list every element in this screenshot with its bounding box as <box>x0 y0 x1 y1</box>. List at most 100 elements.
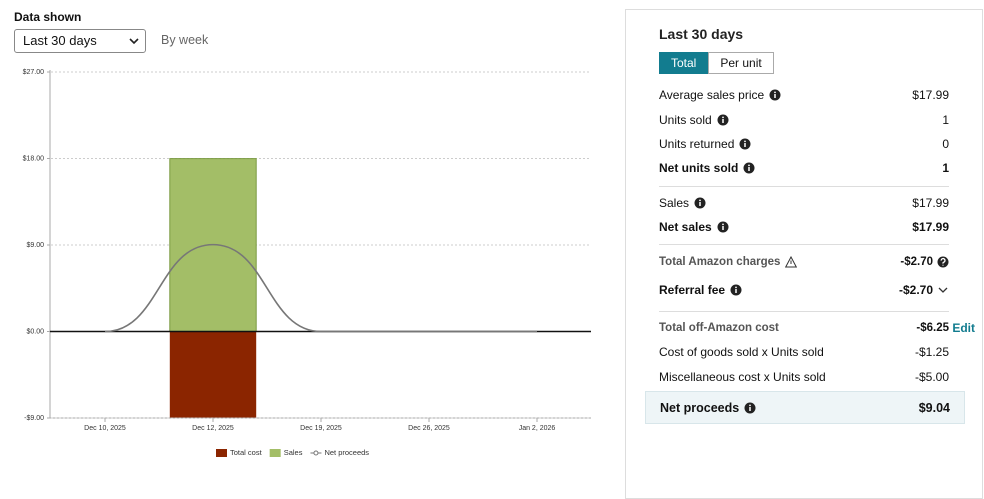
section: Total Amazon charges -$2.70 Referral fee -$… <box>659 244 949 310</box>
summary-panel: Last 30 days Total Per unit Average sales… <box>625 9 983 499</box>
row-label-wrap: Referral fee <box>659 283 742 297</box>
row-value: -$5.00 <box>914 369 949 384</box>
row-value: 1 <box>942 161 949 176</box>
y-tick-label: -$9.00 <box>24 415 44 422</box>
row-value-wrap: -$2.70 <box>899 283 949 297</box>
select-text: Last 30 days <box>23 33 97 48</box>
y-tick-label: $9.00 <box>26 242 44 249</box>
info-icon[interactable] <box>769 89 781 101</box>
info-icon[interactable] <box>694 197 706 209</box>
row-label: Units sold <box>659 112 712 127</box>
range-select[interactable]: Last 30 days <box>14 29 146 53</box>
info-icon[interactable] <box>717 114 729 126</box>
chevron-icon[interactable] <box>937 284 949 296</box>
legend-swatch <box>269 449 281 457</box>
tabs: Total Per unit <box>659 52 949 74</box>
row-value: 0 <box>942 136 949 151</box>
panel-title: Last 30 days <box>659 26 744 42</box>
row-value-wrap: -$6.25 <box>916 322 949 334</box>
net-proceeds: Net proceeds $9.04 <box>645 391 965 424</box>
legend-label: Sales <box>284 448 303 457</box>
row-label-wrap: Units returned <box>659 137 751 151</box>
row-label: Total Amazon charges <box>659 255 781 268</box>
row-label-wrap: Cost of goods sold x Units sold <box>659 345 824 359</box>
icon-dot <box>774 91 777 94</box>
section: Average sales price $17.99 Units sold 1 Unit… <box>659 79 949 186</box>
tab[interactable]: Total <box>659 52 709 74</box>
icon-dot <box>749 404 752 406</box>
tab[interactable]: Per unit <box>708 52 774 74</box>
warning-icon[interactable] <box>785 255 798 268</box>
row: Total off-Amazon cost -$6.25 Edit <box>659 316 975 340</box>
period-text: By week <box>161 33 209 47</box>
row-label: Units returned <box>659 136 735 151</box>
legend-dot <box>313 450 319 456</box>
icon-chev <box>938 287 948 293</box>
edit-link[interactable]: Edit <box>952 320 975 335</box>
row-value-wrap: 1 <box>942 113 949 127</box>
section: Total off-Amazon cost -$6.25 Edit Cost of g… <box>659 310 975 394</box>
net-label: Net proceeds <box>660 400 740 415</box>
row: Total Amazon charges -$2.70 <box>659 249 949 273</box>
row-value-wrap: $17.99 <box>912 196 949 210</box>
line <box>104 243 537 333</box>
section: Sales $17.99 Net sales $17.99 <box>659 185 949 245</box>
info-icon[interactable] <box>717 221 729 233</box>
row: Cost of goods sold x Units sold -$1.25 <box>659 340 949 364</box>
x-tick-label: Dec 12, 2025 <box>192 425 234 432</box>
row-label-wrap: Net sales <box>659 220 729 234</box>
row: Net sales $17.99 <box>659 215 949 239</box>
x-tick-label: Jan 2, 2026 <box>519 425 556 432</box>
chart: -$9.00 $0.00 $9.00 $18.00 $27.00 Dec 10, 2025… <box>23 69 591 457</box>
row-label-wrap: Net units sold <box>659 161 755 175</box>
row-label-wrap: Sales <box>659 196 706 210</box>
legend-swatch <box>216 449 227 457</box>
row-value: $17.99 <box>912 220 949 235</box>
bar <box>169 331 257 418</box>
row-value-wrap: $17.99 <box>912 88 949 102</box>
help-icon[interactable] <box>937 256 949 268</box>
controls-label: Data shown <box>14 10 82 24</box>
info-icon[interactable] <box>743 162 755 174</box>
row-value-wrap: -$1.25 <box>915 345 949 359</box>
row: Net units sold 1 <box>659 156 949 180</box>
row-label: Average sales price <box>659 88 765 103</box>
icon-tri <box>785 255 798 268</box>
row-value: $17.99 <box>912 88 949 103</box>
y-tick-label: $0.00 <box>26 328 44 335</box>
row-label-wrap: Total Amazon charges <box>659 255 798 268</box>
y-tick-label: $18.00 <box>23 155 45 162</box>
row-label: Cost of goods sold x Units sold <box>659 345 824 360</box>
row: Average sales price $17.99 <box>659 83 949 107</box>
icon-dot <box>744 140 747 143</box>
row: Sales $17.99 <box>659 191 949 215</box>
x-tick-label: Dec 26, 2025 <box>408 425 450 432</box>
row-value-wrap: -$2.70 <box>900 256 949 268</box>
legend-label: Total cost <box>230 448 263 457</box>
row-value-wrap: $17.99 <box>912 220 949 234</box>
row-value: 1 <box>942 112 949 127</box>
info-icon[interactable] <box>730 284 742 296</box>
info-icon[interactable] <box>744 402 756 414</box>
row-label-wrap: Average sales price <box>659 88 781 102</box>
net-value: $9.04 <box>918 400 950 415</box>
row-value: -$2.70 <box>898 282 933 297</box>
row: Units returned 0 <box>659 132 949 156</box>
row-label-wrap: Miscellaneous cost x Units sold <box>659 370 826 384</box>
icon-dot <box>721 116 724 118</box>
page: -$9.00 $0.00 $9.00 $18.00 $27.00 Dec 10, 2025… <box>14 9 983 499</box>
row-value-wrap: 1 <box>942 161 949 175</box>
x-tick-label: Dec 10, 2025 <box>84 425 126 432</box>
info-icon[interactable] <box>739 138 751 150</box>
row-label: Total off-Amazon cost <box>659 321 779 334</box>
row-value: -$1.25 <box>914 345 949 360</box>
legend-label: Net proceeds <box>324 448 369 457</box>
y-tick-label: $27.00 <box>23 69 45 76</box>
sections: Average sales price $17.99 Units sold 1 Unit… <box>659 79 975 394</box>
select-chevron <box>129 38 139 45</box>
row-label: Sales <box>659 195 690 210</box>
row-value-wrap: 0 <box>942 137 949 151</box>
row-label: Net units sold <box>659 161 739 176</box>
row: Miscellaneous cost x Units sold -$5.00 <box>659 365 949 389</box>
x-tick-label: Dec 19, 2025 <box>300 425 342 432</box>
